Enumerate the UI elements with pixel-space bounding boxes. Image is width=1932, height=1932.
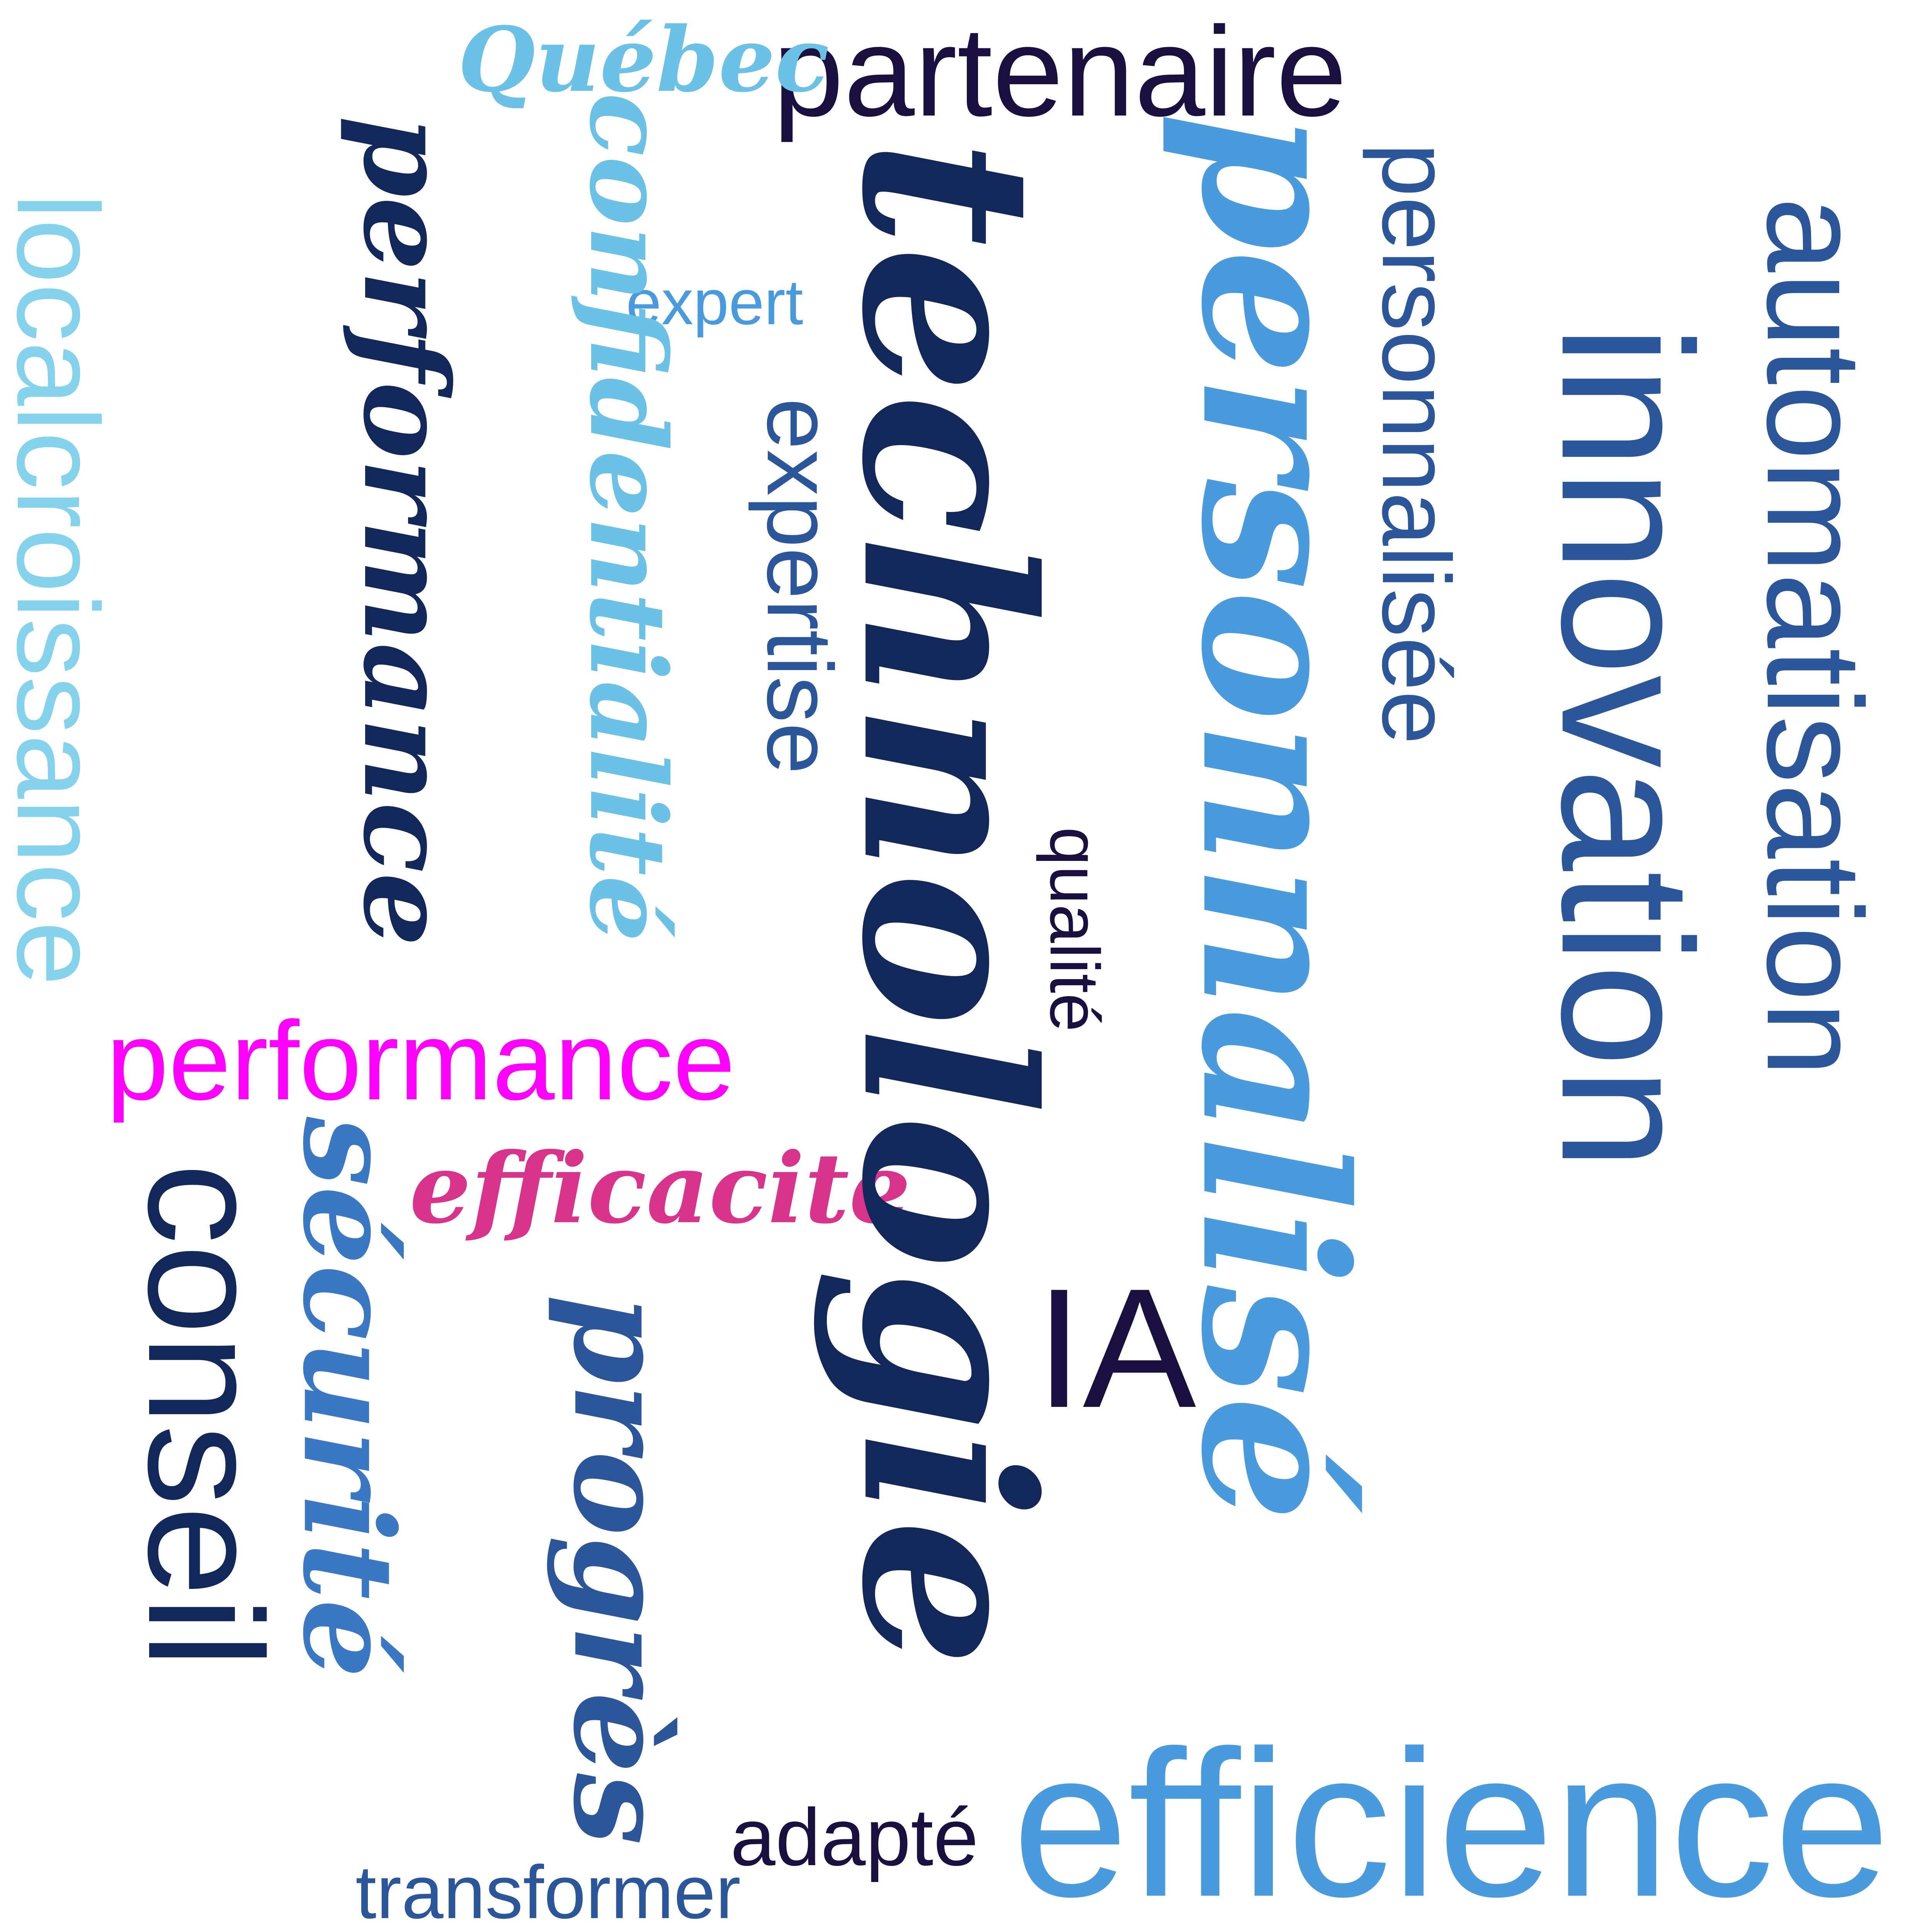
word-innovation: innovation bbox=[1523, 325, 1731, 1170]
word-adapte: adapté bbox=[730, 1792, 979, 1883]
word-personnalisee: personnalisée bbox=[1362, 143, 1470, 745]
word-performance-script: performance bbox=[338, 116, 474, 947]
word-ia: IA bbox=[1036, 1253, 1196, 1443]
word-expert: expert bbox=[626, 267, 803, 338]
word-automatisation: automatisation bbox=[1739, 197, 1890, 1077]
word-localcroissance: localcroissance bbox=[0, 193, 123, 986]
word-transformer: transformer bbox=[355, 1850, 741, 1932]
word-personnalise: personnalisé bbox=[1158, 112, 1389, 1522]
word-performance: performance bbox=[106, 998, 735, 1123]
word-progres: progrès bbox=[545, 1294, 695, 1845]
word-efficience: efficience bbox=[1012, 1707, 1890, 1932]
word-qualite: qualité bbox=[1036, 827, 1113, 1032]
word-technologie: technologie bbox=[811, 139, 1083, 1667]
word-securite: sécurité bbox=[276, 1117, 420, 1678]
word-efficacite: efficacité bbox=[410, 1131, 911, 1245]
word-confidentialite: confidentialité bbox=[566, 93, 689, 942]
word-partenaire: partenaire bbox=[773, 0, 1347, 143]
word-quebec: Québec bbox=[458, 8, 830, 112]
word-conseil: conseil bbox=[114, 1163, 296, 1668]
